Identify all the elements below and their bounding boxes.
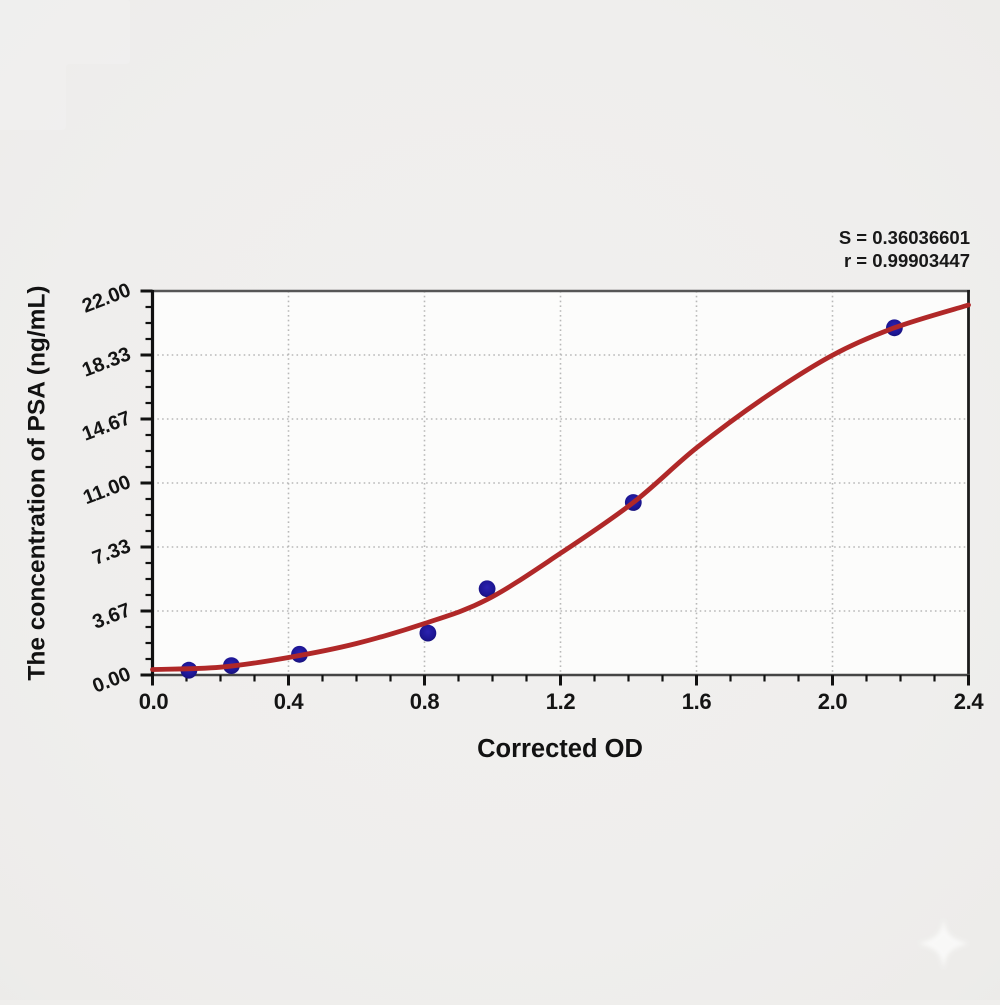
svg-text:The concentration of PSA (ng/m: The concentration of PSA (ng/mL) (24, 285, 51, 680)
svg-text:r = 0.99903447: r = 0.99903447 (844, 250, 970, 271)
svg-text:2.0: 2.0 (818, 689, 848, 714)
svg-text:2.4: 2.4 (954, 689, 985, 714)
svg-text:1.2: 1.2 (546, 689, 576, 714)
svg-text:0.0: 0.0 (139, 689, 169, 714)
svg-text:0.8: 0.8 (410, 689, 440, 714)
svg-text:1.6: 1.6 (682, 689, 712, 714)
svg-text:S = 0.36036601: S = 0.36036601 (839, 227, 970, 248)
svg-text:Corrected OD: Corrected OD (477, 735, 643, 763)
svg-text:0.4: 0.4 (274, 689, 305, 714)
